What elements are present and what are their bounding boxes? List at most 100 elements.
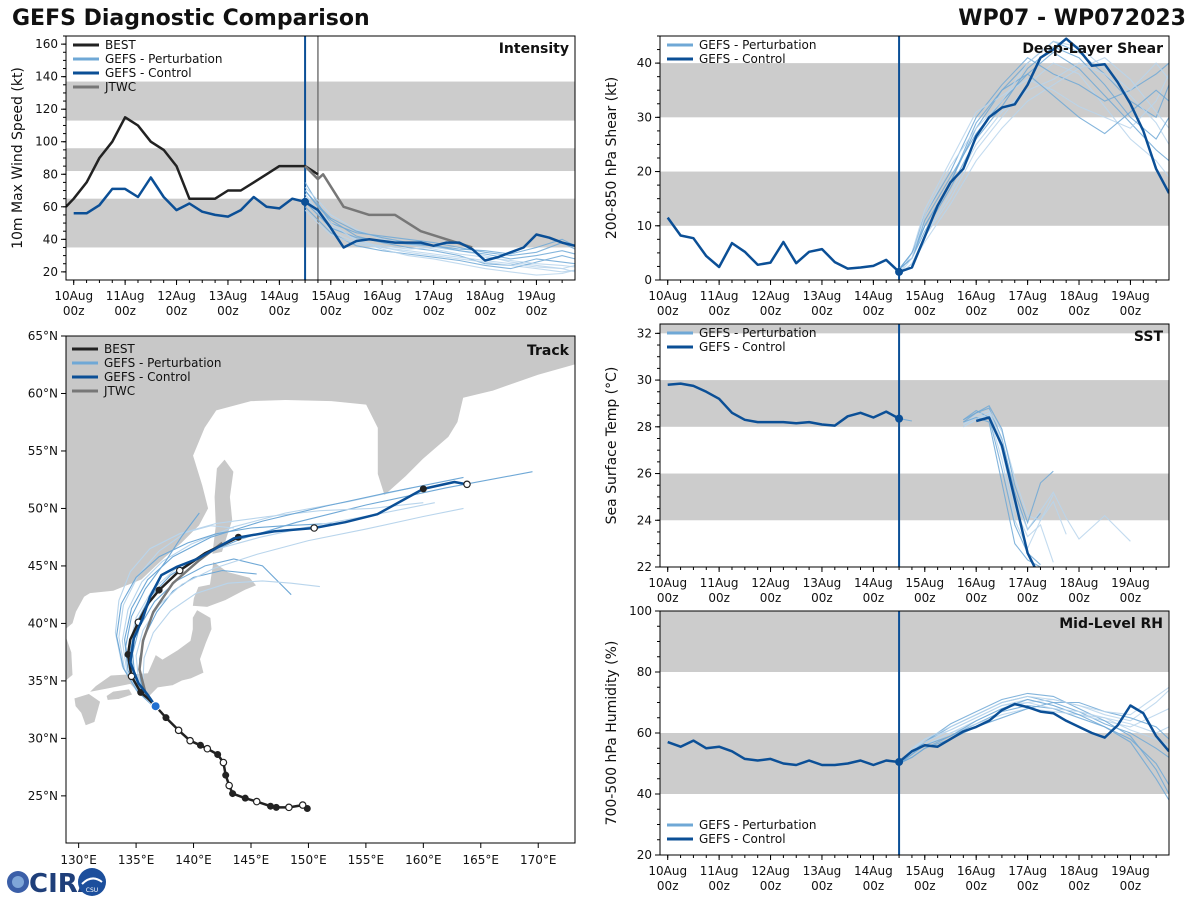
- x-tick-hour: 00z: [657, 591, 679, 605]
- x-tick-day: 11Aug: [700, 289, 739, 303]
- y-tick-label: 40: [43, 232, 58, 246]
- x-tick-hour: 00z: [760, 591, 782, 605]
- track-point-filled: [267, 802, 275, 810]
- sst-plot-area: [660, 324, 1169, 567]
- x-tick-day: 16Aug: [957, 289, 996, 303]
- y-tick-label: 60: [637, 726, 652, 740]
- x-tick-day: 17Aug: [1008, 864, 1047, 878]
- shear-plot-area: [660, 36, 1169, 280]
- y-tick-label: 140: [35, 70, 58, 84]
- init-marker: [895, 757, 904, 766]
- storm-id-title: WP07 - WP072023: [958, 6, 1186, 31]
- lat-tick-label: 45°N: [28, 559, 58, 573]
- x-tick-hour: 00z: [965, 304, 987, 318]
- x-tick-hour: 00z: [526, 304, 548, 318]
- legend-label: JTWC: [103, 384, 135, 398]
- x-tick-hour: 00z: [1120, 879, 1142, 893]
- cira-logo: CIRA CSU: [7, 868, 106, 898]
- x-tick-hour: 00z: [708, 304, 730, 318]
- x-tick-hour: 00z: [320, 304, 342, 318]
- x-tick-hour: 00z: [708, 591, 730, 605]
- track-point-filled: [214, 750, 222, 758]
- land-polygon: [66, 635, 74, 682]
- land-polygon: [105, 688, 134, 701]
- x-tick-day: 17Aug: [1008, 576, 1047, 590]
- y-tick-label: 28: [637, 420, 652, 434]
- y-axis-label: 10m Max Wind Speed (kt): [10, 67, 26, 249]
- x-tick-hour: 00z: [474, 304, 496, 318]
- x-tick-hour: 00z: [760, 879, 782, 893]
- rh-plot-area: [660, 611, 1169, 855]
- track-point-filled: [196, 741, 204, 749]
- x-tick-hour: 00z: [863, 879, 885, 893]
- y-tick-label: 120: [35, 102, 58, 116]
- control-line: [666, 37, 1169, 274]
- x-tick-hour: 00z: [1068, 879, 1090, 893]
- x-tick-day: 14Aug: [854, 864, 893, 878]
- x-tick-day: 13Aug: [803, 576, 842, 590]
- perturbation-line: [963, 412, 1131, 542]
- land-polygon: [73, 693, 101, 727]
- legend-label: JTWC: [104, 80, 136, 94]
- perturbation-line: [898, 701, 1169, 764]
- init-marker: [301, 197, 310, 206]
- jtwc-line: [304, 165, 473, 249]
- perturbation-line: [898, 57, 1169, 276]
- legend-label: GEFS - Control: [104, 370, 191, 384]
- x-tick-hour: 00z: [965, 879, 987, 893]
- lon-tick-label: 165°E: [463, 853, 500, 867]
- y-tick-label: 100: [35, 135, 58, 149]
- lat-tick-label: 40°N: [28, 616, 58, 630]
- x-tick-hour: 00z: [114, 304, 136, 318]
- csu-seal-icon: [78, 868, 106, 896]
- panel-title: Deep-Layer Shear: [1022, 41, 1163, 57]
- control-line: [667, 382, 900, 427]
- y-tick-label: 0: [644, 273, 652, 287]
- x-tick-hour: 00z: [217, 304, 239, 318]
- perturbation-line: [304, 186, 575, 268]
- y-tick-label: 10: [637, 219, 652, 233]
- perturbation-line: [304, 190, 575, 266]
- track-point-filled: [155, 586, 163, 594]
- perturbation-line: [898, 73, 1169, 275]
- control-line: [975, 416, 1037, 567]
- lat-tick-label: 50°N: [28, 501, 58, 515]
- track-point-open: [175, 566, 184, 575]
- perturbation-line: [963, 405, 1054, 525]
- x-tick-hour: 00z: [657, 304, 679, 318]
- csu-seal-text: CSU: [86, 887, 98, 894]
- x-tick-day: 15Aug: [905, 289, 944, 303]
- x-tick-day: 12Aug: [751, 289, 790, 303]
- perturbation-line: [898, 686, 1169, 764]
- y-tick-label: 24: [637, 513, 652, 527]
- x-tick-day: 16Aug: [957, 864, 996, 878]
- x-tick-day: 12Aug: [751, 576, 790, 590]
- track-point-open: [252, 797, 261, 806]
- gray-band: [660, 171, 1169, 226]
- perturbation-line: [898, 701, 1169, 764]
- perturbation-line: [304, 193, 575, 273]
- y-tick-label: 20: [43, 265, 58, 279]
- rh-panel: 2040608010010Aug00z11Aug00z12Aug00z13Aug…: [604, 604, 1170, 893]
- x-tick-hour: 00z: [863, 304, 885, 318]
- x-tick-day: 18Aug: [1060, 576, 1099, 590]
- x-tick-day: 17Aug: [414, 289, 453, 303]
- lon-tick-label: 145°E: [233, 853, 270, 867]
- x-tick-day: 13Aug: [209, 289, 248, 303]
- x-tick-hour: 00z: [914, 591, 936, 605]
- sst-panel: 22242628303210Aug00z11Aug00z12Aug00z13Au…: [604, 323, 1170, 605]
- perturbation-line: [304, 206, 575, 270]
- lat-tick-label: 60°N: [28, 386, 58, 400]
- legend-label: GEFS - Perturbation: [699, 818, 816, 832]
- gray-band: [66, 148, 575, 172]
- lat-tick-label: 25°N: [28, 789, 58, 803]
- perturbation-line: [304, 209, 575, 270]
- perturbation-line: [898, 46, 1169, 270]
- x-tick-day: 15Aug: [905, 864, 944, 878]
- y-tick-label: 32: [637, 326, 652, 340]
- y-tick-label: 80: [637, 665, 652, 679]
- y-tick-label: 30: [637, 373, 652, 387]
- x-tick-day: 10Aug: [648, 864, 687, 878]
- x-tick-hour: 00z: [63, 304, 85, 318]
- x-tick-day: 10Aug: [54, 289, 93, 303]
